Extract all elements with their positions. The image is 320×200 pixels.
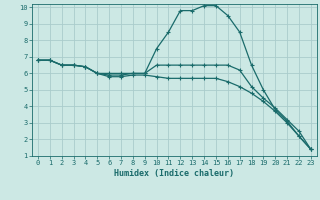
X-axis label: Humidex (Indice chaleur): Humidex (Indice chaleur) [115,169,234,178]
